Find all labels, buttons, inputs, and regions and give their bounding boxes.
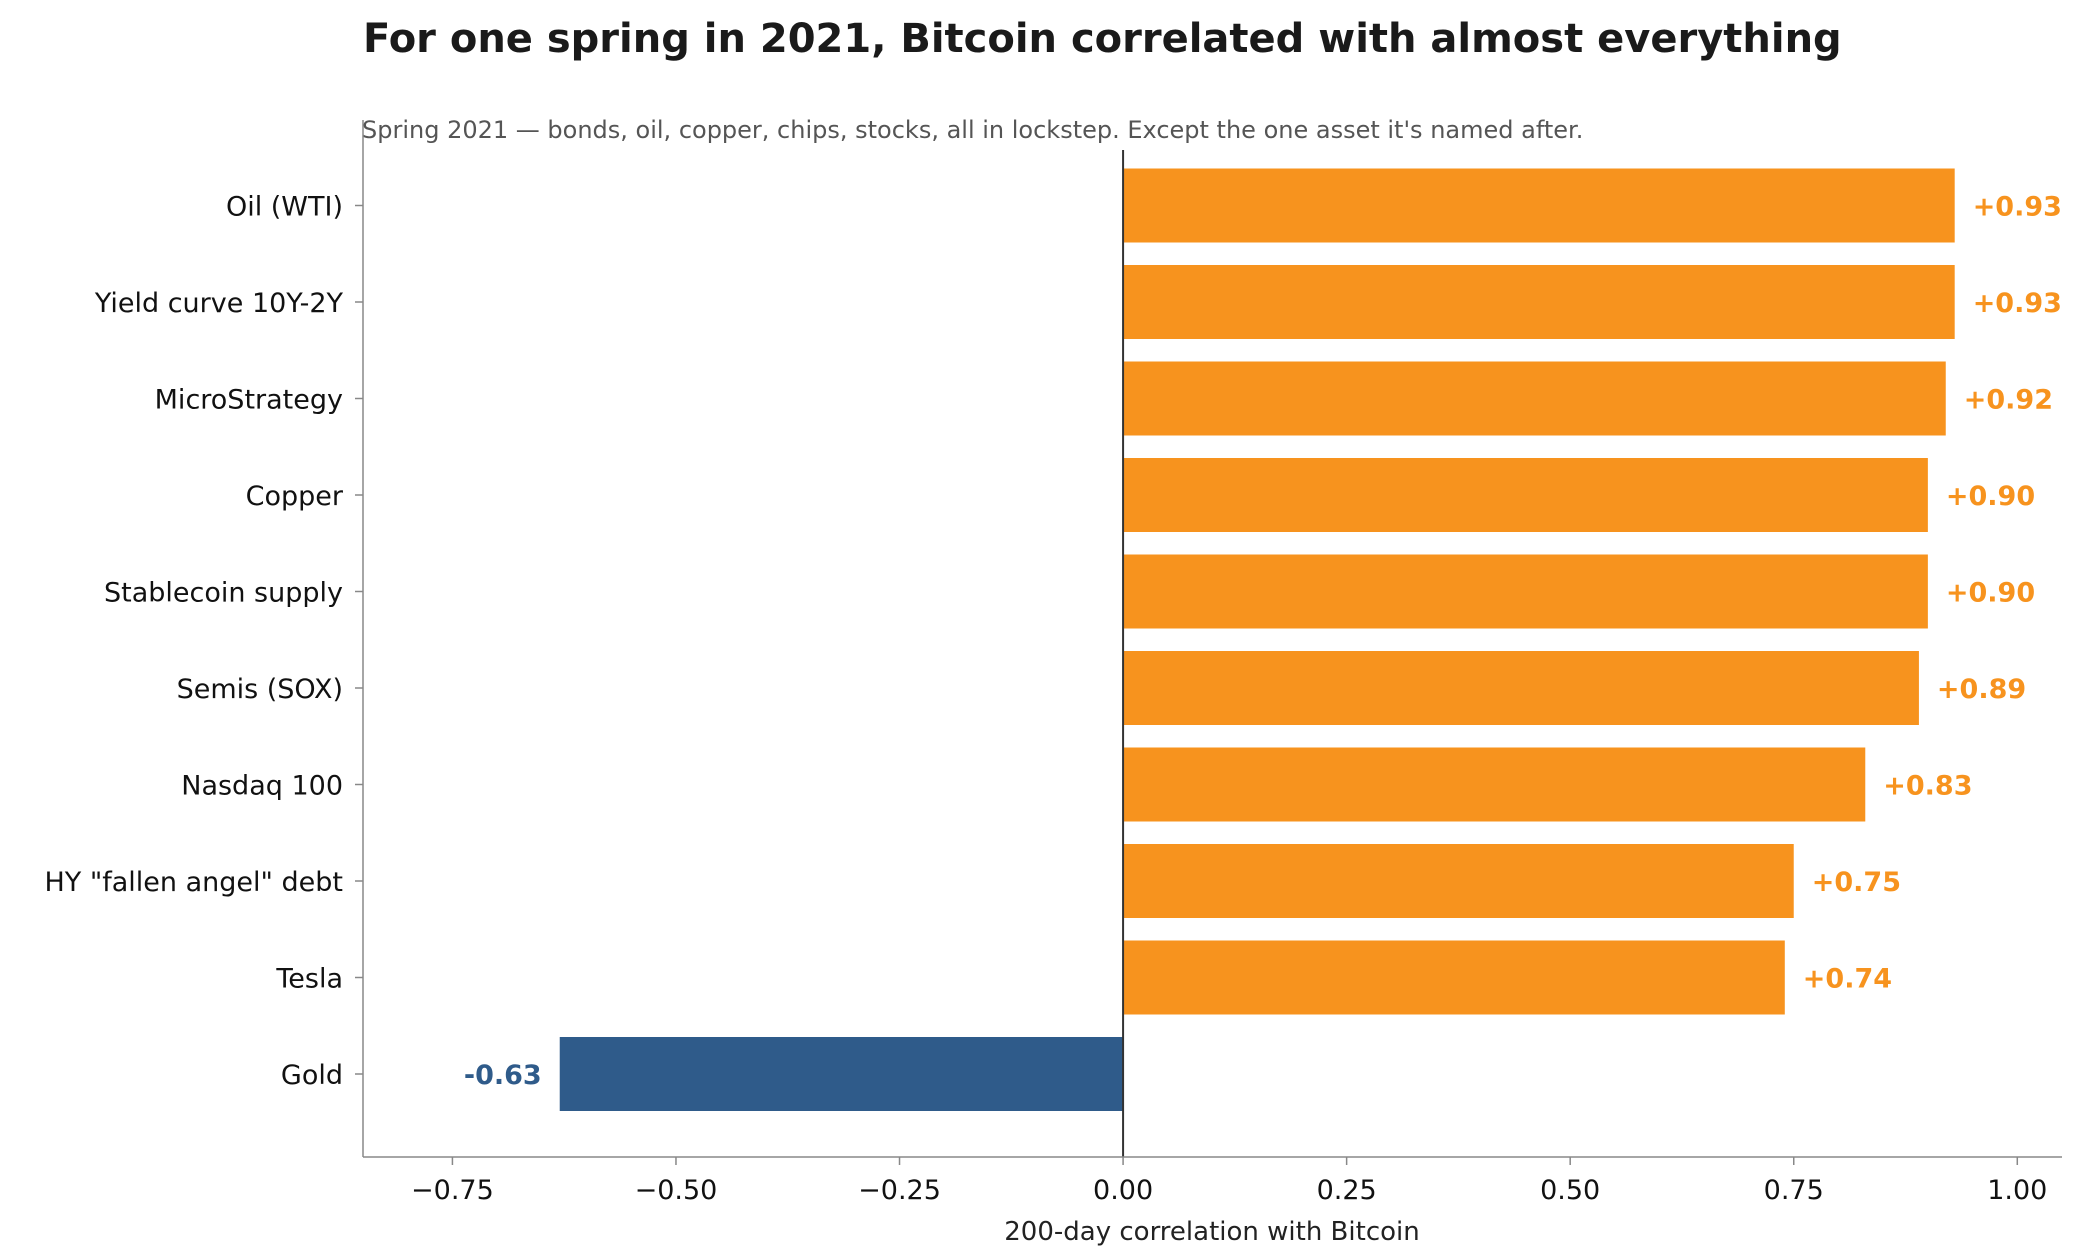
bar-3 [1123,458,1928,532]
bar-8 [1123,940,1785,1015]
bar-5 [1123,651,1919,725]
bar-0 [1123,168,1955,243]
value-label-3: +0.90 [1946,481,2035,512]
value-label-4: +0.90 [1946,578,2035,609]
category-label-8: Tesla [275,964,343,995]
category-label-6: Nasdaq 100 [181,771,343,802]
chart-title: For one spring in 2021, Bitcoin correlat… [363,16,1842,62]
category-labels-group: Oil (WTI) Yield curve 10Y-2Y MicroStrategy… [44,192,363,1091]
category-label-1: Yield curve 10Y-2Y [94,288,344,319]
x-axis-title: 200-day correlation with Bitcoin [1004,1217,1419,1247]
value-label-1: +0.93 [1973,288,2062,319]
category-label-4: Stablecoin supply [104,578,343,609]
x-tick-label-2: −0.25 [858,1175,941,1206]
bar-6 [1123,747,1866,822]
x-tick-label-0: −0.75 [411,1175,494,1206]
x-tick-label-6: 0.75 [1764,1175,1824,1206]
value-labels-group: +0.93 +0.93 +0.92 +0.90 +0.90 +0.89 +0.83 +0.75… [464,192,2062,1092]
bar-2 [1123,361,1946,436]
value-label-8: +0.74 [1803,964,1892,995]
value-label-9: -0.63 [464,1060,542,1091]
category-label-3: Copper [246,481,344,512]
category-label-7: HY "fallen angel" debt [44,867,343,898]
category-label-9: Gold [281,1060,343,1091]
category-label-2: MicroStrategy [155,385,343,416]
x-tick-label-7: 1.00 [1987,1175,2047,1206]
value-label-2: +0.92 [1964,385,2053,416]
value-label-7: +0.75 [1812,867,1901,898]
bar-7 [1123,844,1794,918]
bar-9 [559,1037,1124,1111]
value-label-6: +0.83 [1883,771,1972,802]
plot-area: +0.93 +0.93 +0.92 +0.90 +0.90 +0.89 +0.83 +0.75… [44,120,2062,1206]
bar-4 [1123,554,1928,629]
x-tick-label-3: 0.00 [1093,1175,1153,1206]
category-label-5: Semis (SOX) [177,674,343,705]
bars-group [559,168,1955,1111]
category-label-0: Oil (WTI) [226,192,343,223]
x-ticks-group: −0.75 −0.50 −0.25 0.00 0.25 0.50 0.75 1.00 [411,1157,2047,1206]
value-label-0: +0.93 [1973,192,2062,223]
x-tick-label-1: −0.50 [635,1175,718,1206]
x-tick-label-4: 0.25 [1317,1175,1377,1206]
value-label-5: +0.89 [1937,674,2026,705]
x-tick-label-5: 0.50 [1540,1175,1600,1206]
bar-1 [1123,265,1955,339]
chart-subtitle: Spring 2021 — bonds, oil, copper, chips,… [362,116,1583,144]
